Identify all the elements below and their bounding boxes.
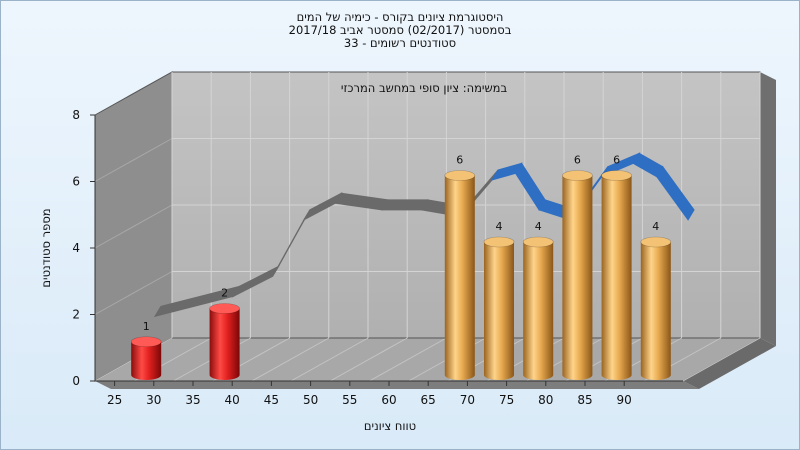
x-tick-label: 90 [617, 393, 632, 407]
bar-body [131, 341, 162, 380]
bar-body [444, 175, 475, 380]
grid-line-left [94, 271, 173, 315]
x-tick-label: 85 [577, 393, 592, 407]
grid-line-floor [682, 337, 761, 382]
title-line-1: היסטוגרמת ציונים בקורס - כימיה של המים [296, 10, 504, 24]
bar-top [483, 236, 515, 248]
grid-line-floor [290, 337, 369, 382]
bar-top [562, 170, 593, 181]
bar-body [640, 242, 671, 380]
bar-top [601, 170, 632, 181]
x-tick-label: 80 [538, 393, 553, 407]
x-tick-label: 75 [499, 393, 514, 407]
trend-ribbon [153, 152, 695, 318]
x-tick-label: 70 [460, 393, 475, 407]
title-line-2: בסמסטר (02/2017) סמסטר אביב 2017/18 [288, 23, 512, 37]
bar-body [209, 308, 240, 380]
bar: 1 [130, 320, 162, 380]
y-tick-label: 0 [72, 374, 80, 388]
grid-line-floor [369, 337, 447, 382]
y-tick-label: 8 [72, 108, 80, 122]
bar-value-label: 1 [143, 320, 150, 333]
bar-value-label: 2 [221, 287, 228, 300]
x-axis: 25 30 35 40 45 50 55 60 65 70 75 80 85 90 [95, 380, 683, 407]
bar-body [601, 175, 632, 380]
x-axis-label: טווח ציונים [364, 419, 416, 433]
x-tick-label: 30 [146, 393, 161, 407]
floor-right-edge [683, 338, 776, 389]
x-tick-label: 50 [303, 393, 318, 407]
grid-line-floor [329, 337, 408, 382]
x-tick-label: 45 [264, 393, 279, 407]
bar-top [640, 236, 672, 248]
bars: 1 2 6 4 4 6 6 4 [130, 154, 672, 380]
bar: 6 [444, 154, 476, 380]
bar-value-label: 4 [535, 220, 542, 233]
bar-value-label: 4 [496, 220, 503, 233]
bar: 6 [601, 154, 632, 380]
bar-value-label: 6 [456, 154, 463, 167]
bar: 2 [209, 287, 240, 380]
grid-line-floor [251, 337, 330, 382]
chart-annotation: במשימה: ציון סופי במחשב המרכזי [341, 81, 508, 95]
x-tick-label: 35 [185, 393, 200, 407]
y-axis: 0 2 4 6 8 [72, 108, 96, 388]
grid-line-left [94, 204, 173, 249]
y-tick-label: 2 [72, 308, 80, 322]
trend-segment [381, 199, 429, 211]
bar-value-label: 6 [613, 154, 620, 167]
bar-top [444, 170, 476, 181]
bar: 4 [483, 220, 515, 380]
bar-value-label: 6 [574, 154, 581, 167]
bar-body [562, 175, 593, 380]
bar: 6 [562, 154, 593, 380]
x-tick-label: 25 [107, 393, 122, 407]
x-tick-label: 55 [342, 393, 357, 407]
bar-body [484, 242, 514, 380]
y-tick-label: 6 [72, 175, 80, 189]
right-side [760, 72, 776, 346]
bar-top [522, 236, 554, 248]
floor-front-edge [95, 381, 699, 389]
bar-top [209, 303, 240, 314]
grid-line-left [94, 138, 173, 182]
bar: 4 [522, 220, 554, 380]
x-tick-label: 65 [421, 393, 436, 407]
y-axis-label: מספר סטודנטים [39, 208, 53, 287]
chart-title: היסטוגרמת ציונים בקורס - כימיה של המים ב… [0, 11, 800, 50]
trend-segment [656, 165, 695, 221]
x-tick-label: 40 [225, 393, 240, 407]
bar: 4 [640, 220, 672, 380]
bar-body [523, 242, 554, 380]
bar-value-label: 4 [652, 220, 659, 233]
x-tick-label: 60 [381, 393, 396, 407]
title-line-3: סטודנטים רשומים - 33 [343, 36, 457, 50]
bar-top [130, 336, 162, 348]
y-tick-label: 4 [72, 241, 80, 255]
